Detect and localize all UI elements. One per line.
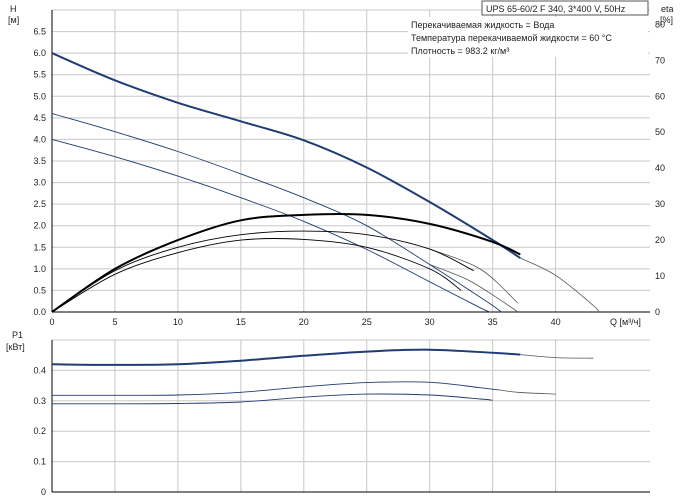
y-power-tick-label: 0.4: [33, 365, 46, 375]
x-tick-label: 15: [236, 317, 246, 327]
condition-density: Плотность = 983.2 кг/м³: [411, 46, 509, 56]
conditions-box: [408, 17, 648, 57]
tick-labels: 0 5 10 15 20 25 30 35 40 0.0 0.5 1.0 1.5 2.0 2.5 3.0 3.5…: [33, 19, 665, 497]
y-right-tick-label: 40: [655, 163, 665, 173]
head-curve: [51, 113, 502, 313]
x-tick-label: 40: [551, 317, 561, 327]
y-left-tick-label: 2.0: [33, 221, 46, 231]
y-left-label: H [м]: [8, 4, 19, 25]
x-tick-label: 0: [49, 317, 54, 327]
title-box: [481, 0, 649, 16]
y-right-tick-label: 0: [655, 307, 660, 317]
y-right-tick-label: 10: [655, 271, 665, 281]
x-axis-label: Q [м³/ч]: [610, 317, 641, 327]
y-right-label-line1: eta: [661, 4, 674, 14]
efficiency-curve-extension: [429, 248, 519, 304]
y-left-label-line1: H: [10, 4, 17, 14]
curves: [51, 52, 599, 405]
y-power-label-line1: P1: [12, 330, 23, 340]
y-left-tick-label: 0.5: [33, 285, 46, 295]
y-left-tick-label: 4.0: [33, 134, 46, 144]
power-curve-extension: [520, 354, 594, 359]
y-power-label: P1 [кВт]: [6, 330, 25, 352]
y-left-tick-label: 1.0: [33, 264, 46, 274]
y-right-tick-label: 20: [655, 235, 665, 245]
y-power-tick-label: 0: [41, 487, 46, 497]
y-right-tick-label: 30: [655, 199, 665, 209]
x-tick-label: 10: [173, 317, 183, 327]
y-right-tick-label: 60: [655, 91, 665, 101]
head-curve: [51, 138, 491, 313]
power-curve-extension: [498, 389, 556, 395]
y-right-label: eta [%]: [660, 4, 674, 25]
power-curve: [51, 393, 493, 405]
x-tick-label: 20: [299, 317, 309, 327]
y-left-tick-label: 4.5: [33, 113, 46, 123]
y-left-tick-label: 5.0: [33, 91, 46, 101]
y-power-tick-label: 0.1: [33, 457, 46, 467]
y-left-tick-label: 3.5: [33, 156, 46, 166]
x-tick-label: 25: [362, 317, 372, 327]
y-left-tick-label: 5.5: [33, 70, 46, 80]
y-left-label-line2: [м]: [8, 15, 19, 25]
y-right-tick-label: 70: [655, 55, 665, 65]
y-right-label-line2: [%]: [660, 15, 673, 25]
power-curve: [51, 348, 521, 366]
y-right-tick-label: 50: [655, 127, 665, 137]
x-tick-label: 5: [112, 317, 117, 327]
y-left-tick-label: 6.0: [33, 48, 46, 58]
x-tick-label: 35: [488, 317, 498, 327]
efficiency-curve: [51, 230, 474, 313]
y-left-tick-label: 1.5: [33, 242, 46, 252]
x-tick-label: 30: [425, 317, 435, 327]
grid-bottom: [52, 339, 650, 492]
y-power-tick-label: 0.3: [33, 396, 46, 406]
chart-title: UPS 65-60/2 F 340, 3*400 V, 50Hz: [486, 4, 626, 14]
y-left-tick-label: 6.5: [33, 27, 46, 37]
condition-fluid: Перекачиваемая жидкость = Вода: [411, 20, 554, 30]
condition-temperature: Температура перекачиваемой жидкости = 60…: [411, 33, 612, 43]
head-curve: [51, 52, 521, 259]
y-power-tick-label: 0.2: [33, 426, 46, 436]
efficiency-curve: [51, 238, 462, 313]
power-curve: [51, 381, 499, 396]
chart-header: UPS 65-60/2 F 340, 3*400 V, 50Hz Перекач…: [408, 0, 649, 57]
y-left-tick-label: 2.5: [33, 199, 46, 209]
bottom-axes: [51, 340, 650, 493]
y-left-tick-label: 0.0: [33, 307, 46, 317]
top-axes: [51, 10, 650, 313]
y-left-tick-label: 3.0: [33, 178, 46, 188]
y-power-label-line2: [кВт]: [6, 342, 25, 352]
head-curve-extension: [520, 257, 599, 313]
efficiency-curve: [51, 213, 521, 313]
head-curve-extension: [429, 264, 519, 313]
y-right-tick-label: 80: [655, 19, 665, 29]
